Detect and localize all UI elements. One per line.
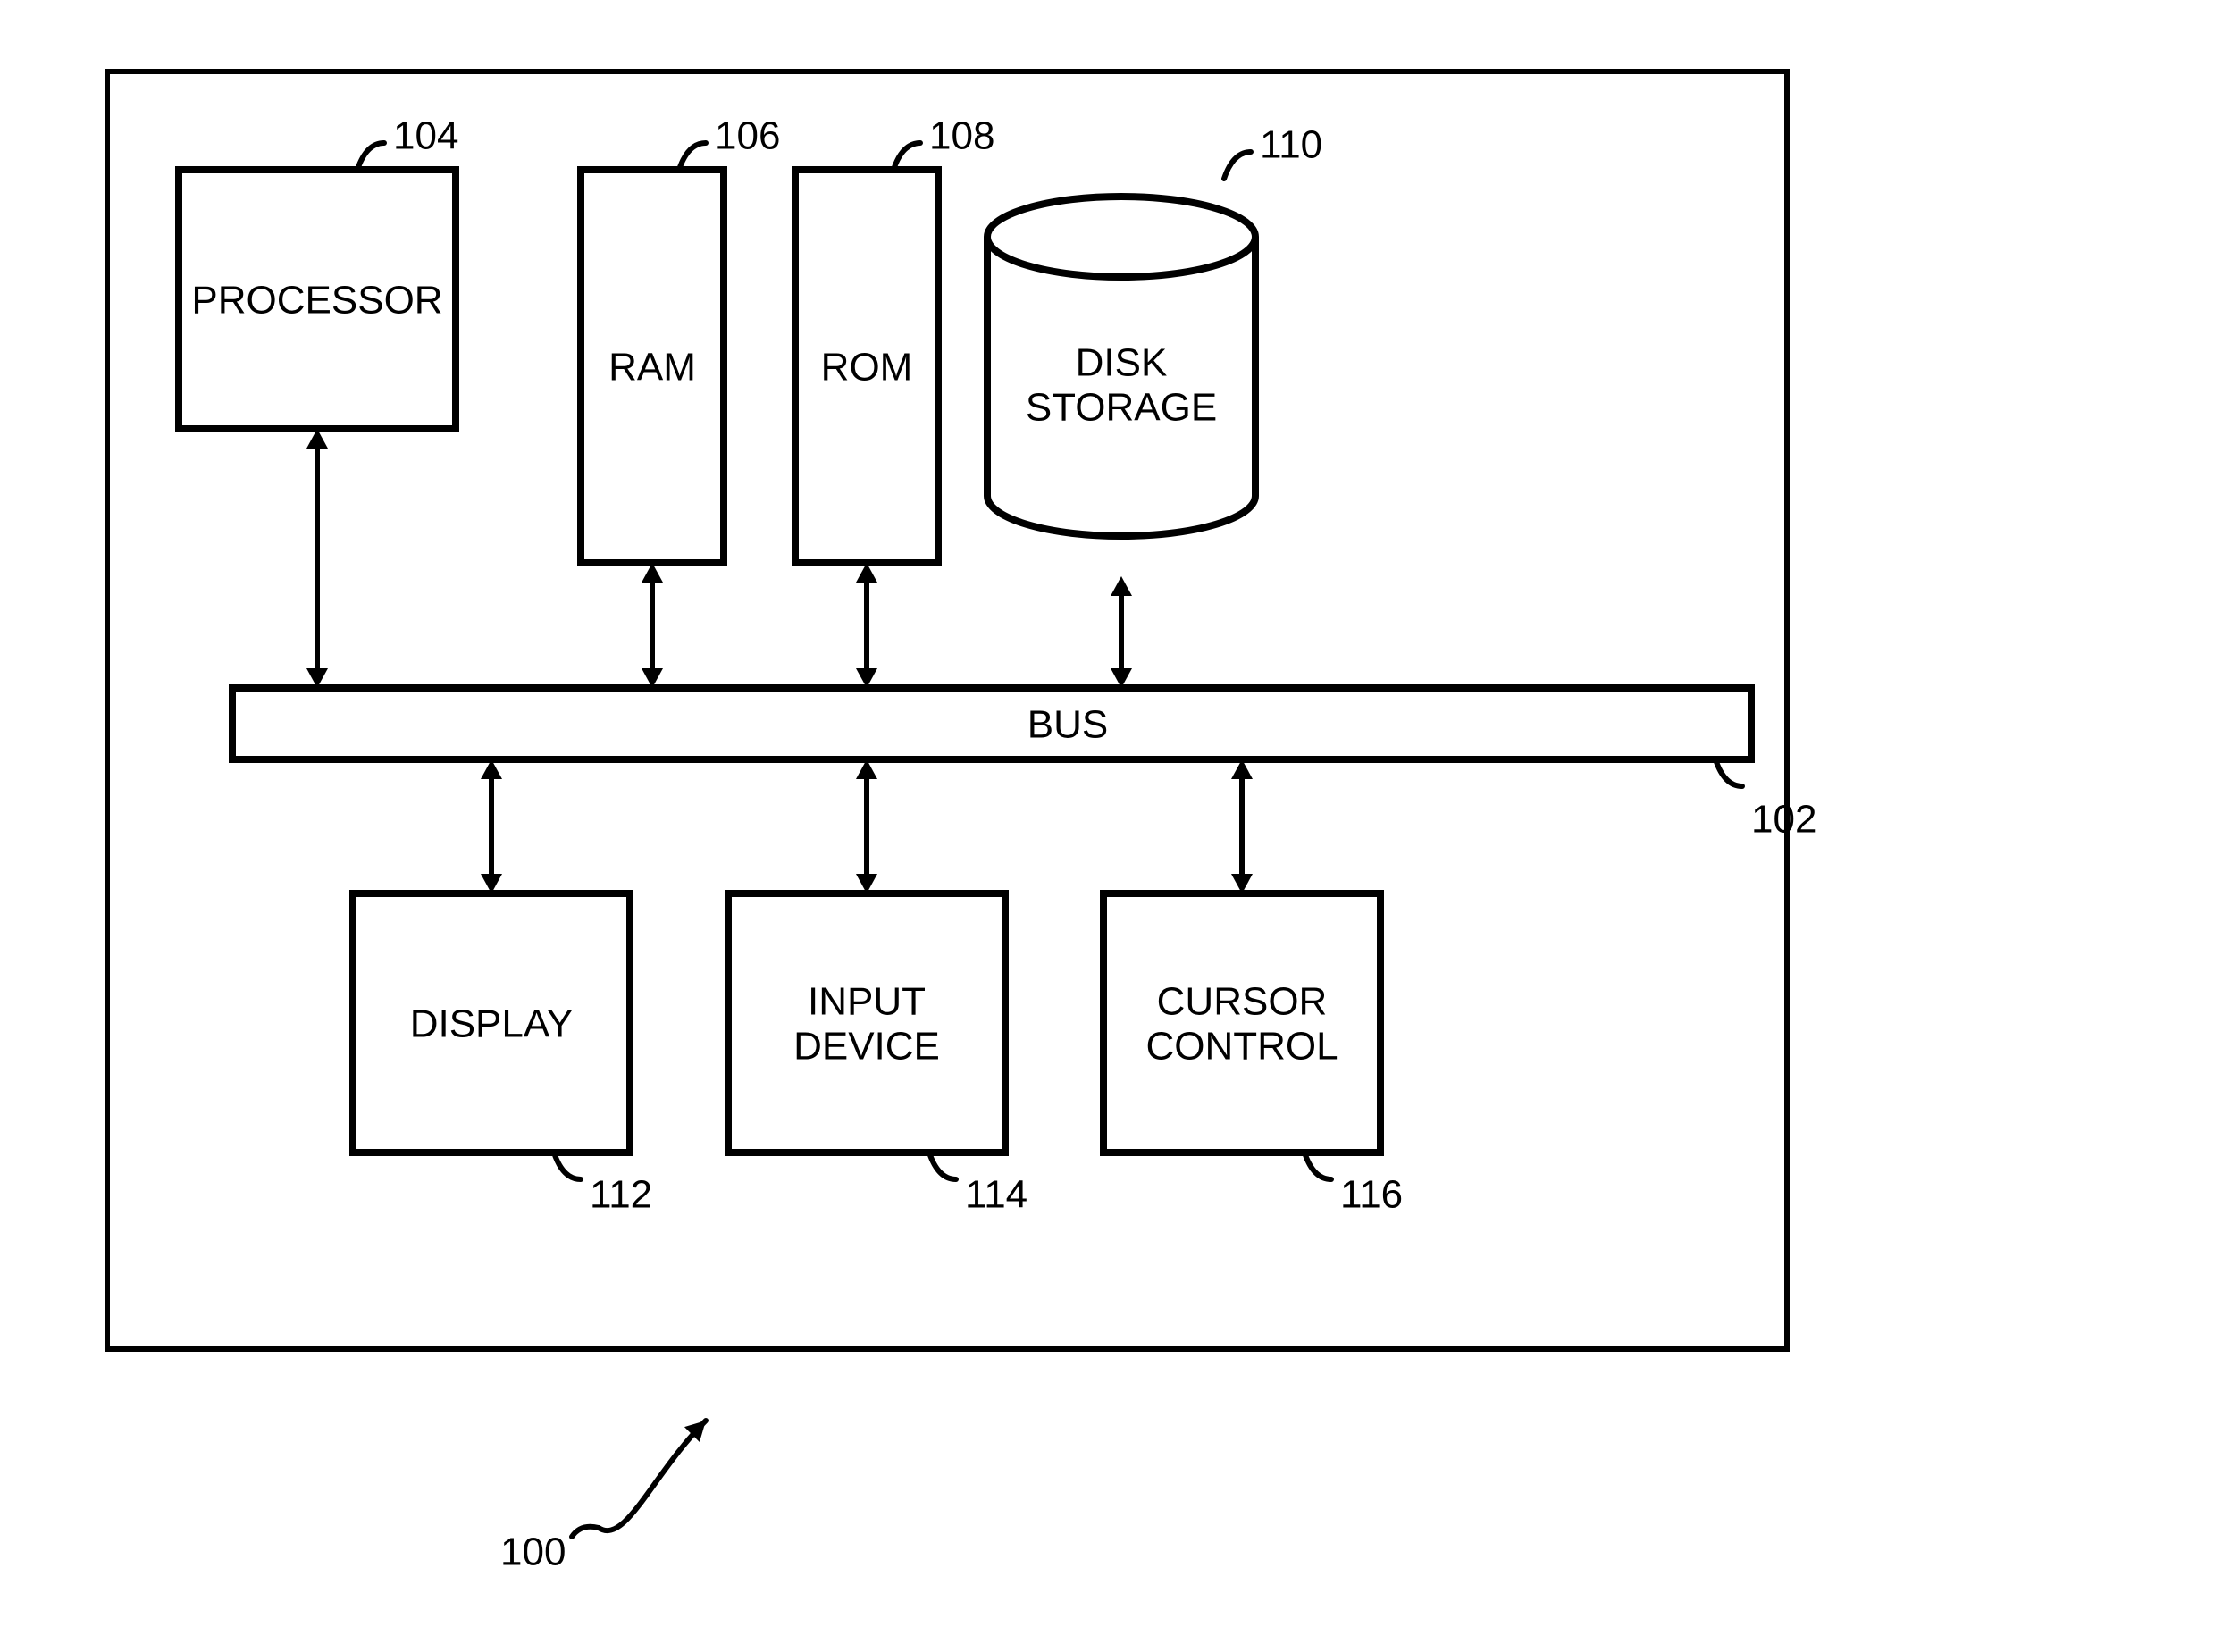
rom-block: ROM <box>795 170 938 563</box>
svg-text:114: 114 <box>965 1173 1027 1217</box>
svg-text:INPUT: INPUT <box>808 980 926 1024</box>
svg-text:DISPLAY: DISPLAY <box>410 1002 574 1046</box>
display-block: DISPLAY <box>353 893 630 1153</box>
svg-text:104: 104 <box>393 114 458 158</box>
processor-block: PROCESSOR <box>179 170 456 429</box>
input-block: INPUTDEVICE <box>728 893 1005 1153</box>
svg-text:DEVICE: DEVICE <box>793 1025 940 1069</box>
svg-text:106: 106 <box>715 114 780 158</box>
svg-text:108: 108 <box>929 114 994 158</box>
svg-text:102: 102 <box>1751 798 1816 842</box>
svg-text:100: 100 <box>500 1530 566 1574</box>
svg-text:RAM: RAM <box>608 346 696 390</box>
disk-block: DISKSTORAGE <box>987 197 1255 536</box>
svg-text:STORAGE: STORAGE <box>1026 386 1217 430</box>
svg-text:CURSOR: CURSOR <box>1157 980 1328 1024</box>
svg-text:ROM: ROM <box>821 346 913 390</box>
svg-text:110: 110 <box>1260 123 1322 167</box>
svg-text:PROCESSOR: PROCESSOR <box>191 279 442 323</box>
svg-text:DISK: DISK <box>1076 341 1168 385</box>
cursor-block: CURSORCONTROL <box>1103 893 1380 1153</box>
ram-block: RAM <box>581 170 724 563</box>
svg-text:116: 116 <box>1340 1173 1403 1217</box>
svg-text:BUS: BUS <box>1027 703 1108 747</box>
svg-text:CONTROL: CONTROL <box>1145 1025 1338 1069</box>
diagram-svg: BUS 102 PROCESSOR 104 RAM 106 ROM 108 DISKSTORAG… <box>0 0 2231 1652</box>
svg-text:112: 112 <box>590 1173 652 1217</box>
